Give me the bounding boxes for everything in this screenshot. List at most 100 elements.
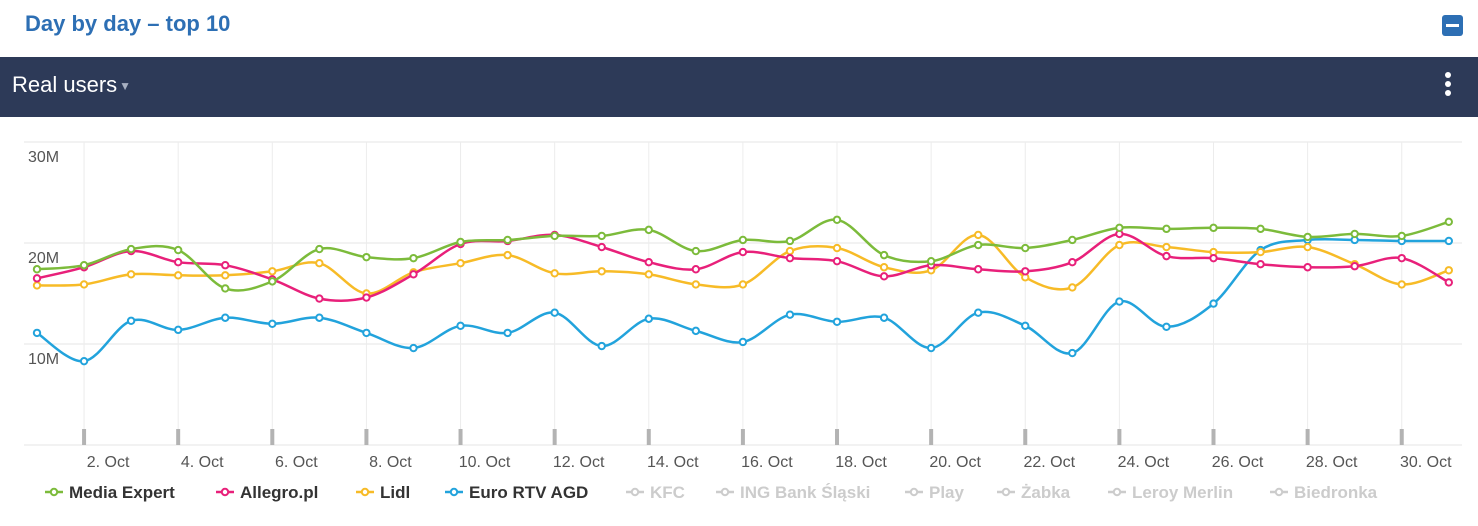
data-point[interactable]	[1209, 299, 1218, 308]
data-point[interactable]	[362, 293, 371, 302]
data-point[interactable]	[879, 272, 889, 281]
data-point[interactable]	[221, 271, 230, 280]
data-point[interactable]	[1256, 247, 1265, 257]
data-point[interactable]	[691, 280, 701, 289]
data-point[interactable]	[32, 328, 42, 338]
legend-item[interactable]: Żabka	[1021, 483, 1071, 502]
data-point[interactable]	[126, 244, 136, 254]
data-point[interactable]	[785, 246, 795, 256]
data-point[interactable]	[1115, 240, 1124, 250]
data-point[interactable]	[691, 265, 701, 274]
data-point[interactable]	[1162, 322, 1171, 332]
data-point[interactable]	[550, 269, 559, 278]
data-point[interactable]	[1303, 232, 1312, 242]
data-point[interactable]	[1444, 278, 1454, 287]
data-point[interactable]	[1068, 235, 1077, 245]
data-point[interactable]	[126, 270, 136, 279]
data-point[interactable]	[1397, 231, 1406, 241]
data-point[interactable]	[456, 259, 465, 268]
data-point[interactable]	[597, 242, 606, 252]
data-point[interactable]	[409, 270, 418, 279]
data-point[interactable]	[173, 245, 183, 255]
legend-item[interactable]: Lidl	[380, 483, 410, 502]
data-point[interactable]	[785, 310, 795, 319]
data-point[interactable]	[926, 343, 936, 353]
data-point[interactable]	[79, 280, 89, 289]
data-point[interactable]	[173, 325, 183, 335]
data-point[interactable]	[221, 284, 230, 293]
data-point[interactable]	[832, 215, 842, 224]
data-point[interactable]	[362, 252, 371, 262]
data-point[interactable]	[1162, 242, 1171, 252]
data-point[interactable]	[503, 235, 512, 245]
data-point[interactable]	[362, 328, 371, 338]
data-point[interactable]	[1444, 236, 1454, 246]
data-point[interactable]	[315, 244, 324, 254]
data-point[interactable]	[738, 337, 748, 347]
data-point[interactable]	[456, 321, 465, 331]
data-point[interactable]	[32, 281, 42, 290]
data-point[interactable]	[1397, 253, 1406, 263]
data-point[interactable]	[832, 256, 842, 266]
data-point[interactable]	[1162, 251, 1171, 261]
data-point[interactable]	[597, 231, 606, 241]
data-point[interactable]	[1350, 229, 1359, 239]
data-point[interactable]	[79, 261, 89, 270]
data-point[interactable]	[1021, 243, 1030, 253]
data-point[interactable]	[1444, 266, 1454, 275]
more-options-icon[interactable]	[1438, 70, 1458, 104]
data-point[interactable]	[832, 317, 842, 326]
data-point[interactable]	[1397, 280, 1406, 289]
data-point[interactable]	[597, 341, 606, 351]
data-point[interactable]	[79, 356, 89, 366]
data-point[interactable]	[268, 267, 277, 276]
data-point[interactable]	[1256, 224, 1265, 234]
data-point[interactable]	[268, 277, 277, 286]
data-point[interactable]	[1350, 262, 1359, 271]
data-point[interactable]	[1068, 257, 1077, 267]
legend-item[interactable]: Media Expert	[69, 483, 175, 502]
data-point[interactable]	[644, 314, 653, 323]
data-point[interactable]	[1444, 217, 1454, 226]
legend-item[interactable]: Play	[929, 483, 965, 502]
data-point[interactable]	[926, 256, 936, 266]
data-point[interactable]	[126, 316, 136, 325]
data-point[interactable]	[503, 328, 512, 338]
data-point[interactable]	[550, 231, 559, 241]
data-point[interactable]	[785, 236, 795, 246]
data-point[interactable]	[1256, 260, 1265, 269]
data-point[interactable]	[315, 294, 324, 303]
legend-item[interactable]: KFC	[650, 483, 685, 502]
data-point[interactable]	[785, 253, 795, 263]
data-point[interactable]	[879, 250, 889, 260]
data-point[interactable]	[691, 246, 701, 256]
data-point[interactable]	[974, 265, 983, 274]
data-point[interactable]	[974, 308, 983, 317]
data-point[interactable]	[644, 270, 653, 279]
metric-dropdown[interactable]: Real users ▼	[12, 72, 131, 98]
data-point[interactable]	[1115, 223, 1124, 233]
data-point[interactable]	[456, 237, 465, 247]
data-point[interactable]	[738, 235, 748, 245]
data-point[interactable]	[974, 230, 983, 240]
data-point[interactable]	[32, 274, 42, 283]
data-point[interactable]	[832, 243, 842, 253]
data-point[interactable]	[409, 253, 418, 263]
data-point[interactable]	[738, 247, 748, 257]
legend-item[interactable]: Allegro.pl	[240, 483, 318, 502]
data-point[interactable]	[503, 250, 512, 260]
legend-item[interactable]: Biedronka	[1294, 483, 1378, 502]
data-point[interactable]	[1021, 321, 1030, 331]
data-point[interactable]	[738, 280, 748, 289]
data-point[interactable]	[409, 343, 418, 353]
data-point[interactable]	[173, 271, 183, 280]
data-point[interactable]	[1303, 242, 1312, 252]
data-point[interactable]	[221, 261, 230, 270]
data-point[interactable]	[268, 319, 277, 329]
data-point[interactable]	[1068, 283, 1077, 292]
data-point[interactable]	[315, 259, 324, 268]
data-point[interactable]	[644, 225, 653, 235]
data-point[interactable]	[32, 265, 42, 274]
data-point[interactable]	[315, 313, 324, 322]
data-point[interactable]	[1162, 224, 1171, 234]
